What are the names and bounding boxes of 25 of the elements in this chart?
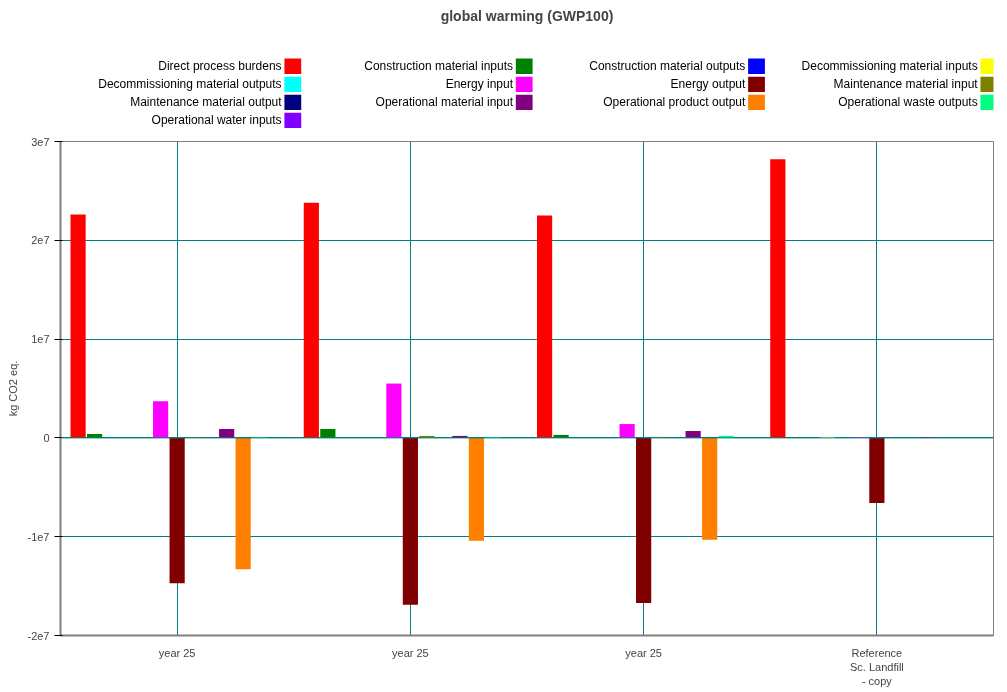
x-tick-label: Reference Sc. Landfill - copy — [849, 646, 904, 688]
legend-label: Energy output — [670, 77, 746, 92]
x-tick-label: year 25 — [625, 646, 662, 659]
y-tick-label: 2e7 — [31, 234, 50, 247]
legend-label: Decommissioning material inputs — [801, 59, 978, 74]
legend-label: Construction material inputs — [364, 59, 514, 74]
legend-label: Decommissioning material outputs — [98, 77, 282, 92]
y-axis-title: kg CO2 eq. — [7, 360, 20, 417]
legend-label: Operational water inputs — [151, 113, 282, 128]
y-tick-label: 0 — [43, 431, 50, 444]
legend-label: Operational waste outputs — [838, 95, 978, 110]
legend-label: Maintenance material output — [130, 95, 283, 110]
legend-label: Maintenance material input — [833, 77, 979, 92]
y-tick-label: 1e7 — [31, 333, 50, 346]
y-tick-label: -1e7 — [27, 530, 50, 543]
legend-label: Energy input — [445, 77, 514, 92]
chart-title: global warming (GWP100) — [440, 7, 614, 24]
legend-label: Operational material input — [375, 95, 514, 110]
x-tick-label: year 25 — [392, 646, 429, 659]
legend-label: Operational product output — [603, 95, 746, 110]
legend-label: Direct process burdens — [158, 59, 282, 74]
x-tick-label: year 25 — [158, 646, 196, 659]
legend-label: Construction material outputs — [589, 59, 746, 74]
y-tick-label: 3e7 — [31, 135, 50, 148]
y-tick-label: -2e7 — [27, 629, 50, 642]
